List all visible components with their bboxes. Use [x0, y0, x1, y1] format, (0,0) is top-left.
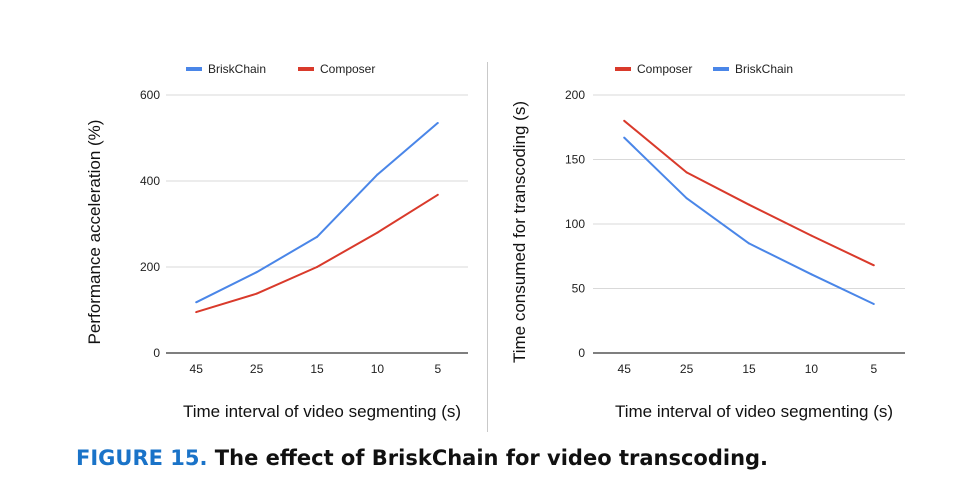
- data-point-composer: [685, 171, 688, 174]
- y-axis-title: Time consumed for transcoding (s): [510, 101, 529, 363]
- y-axis-title: Performance acceleration (%): [85, 120, 104, 345]
- legend-label-briskchain: BriskChain: [208, 62, 266, 76]
- data-point-composer: [810, 234, 813, 237]
- transcoding-time-chart: 0 50 100 150 200 45 25 15 10 5 Composer BriskChain T…: [510, 62, 905, 421]
- y-tick-label: 100: [565, 217, 585, 231]
- x-tick-label: 25: [250, 362, 264, 376]
- data-point-briskchain: [623, 136, 626, 139]
- x-axis-title: Time interval of video segmenting (s): [615, 402, 893, 421]
- data-point-briskchain: [872, 302, 875, 305]
- data-point-briskchain: [685, 197, 688, 200]
- y-tick-label: 150: [565, 153, 585, 167]
- legend-label-briskchain: BriskChain: [735, 62, 793, 76]
- x-tick-label: 10: [805, 362, 819, 376]
- legend-label-composer: Composer: [637, 62, 692, 76]
- data-point-composer: [872, 264, 875, 267]
- data-point-composer: [376, 231, 379, 234]
- x-tick-label: 5: [434, 362, 441, 376]
- x-tick-label: 25: [680, 362, 694, 376]
- figure-number: FIGURE 15.: [76, 446, 208, 470]
- series-line-composer: [195, 193, 439, 314]
- x-axis-title: Time interval of video segmenting (s): [183, 402, 461, 421]
- y-tick-label: 200: [565, 88, 585, 102]
- x-tick-label: 15: [310, 362, 324, 376]
- y-tick-label: 50: [572, 282, 586, 296]
- x-tick-label: 10: [371, 362, 385, 376]
- data-point-composer: [316, 266, 318, 268]
- series-line-briskchain: [195, 122, 439, 304]
- y-tick-label: 200: [140, 260, 160, 274]
- cropped-text-fragment: [112, 0, 182, 3]
- data-point-briskchain: [436, 121, 439, 124]
- data-point-composer: [436, 193, 439, 196]
- x-tick-label: 45: [190, 362, 204, 376]
- data-point-briskchain: [810, 273, 813, 276]
- data-point-composer: [748, 203, 750, 206]
- x-tick-label: 45: [618, 362, 632, 376]
- data-point-briskchain: [376, 173, 379, 176]
- data-point-briskchain: [195, 301, 198, 304]
- legend-label-composer: Composer: [320, 62, 375, 76]
- caption-text: The effect of BriskChain for video trans…: [214, 446, 769, 470]
- data-point-composer: [255, 292, 258, 295]
- y-tick-label: 0: [578, 346, 585, 360]
- series-line-briskchain: [623, 136, 875, 305]
- chart-divider: [487, 62, 488, 432]
- y-tick-label: 600: [140, 88, 160, 102]
- figure-caption: FIGURE 15. The effect of BriskChain for …: [76, 446, 768, 470]
- x-tick-label: 5: [870, 362, 877, 376]
- data-point-briskchain: [255, 271, 258, 274]
- x-tick-label: 15: [742, 362, 756, 376]
- data-point-briskchain: [748, 242, 750, 245]
- data-point-composer: [623, 119, 626, 122]
- y-tick-label: 400: [140, 174, 160, 188]
- y-tick-label: 0: [153, 346, 160, 360]
- data-point-composer: [195, 311, 198, 314]
- acceleration-chart: 0 200 400 600 45 25 15 10 5 BriskChain Composer Per…: [85, 62, 468, 421]
- data-point-briskchain: [316, 235, 318, 238]
